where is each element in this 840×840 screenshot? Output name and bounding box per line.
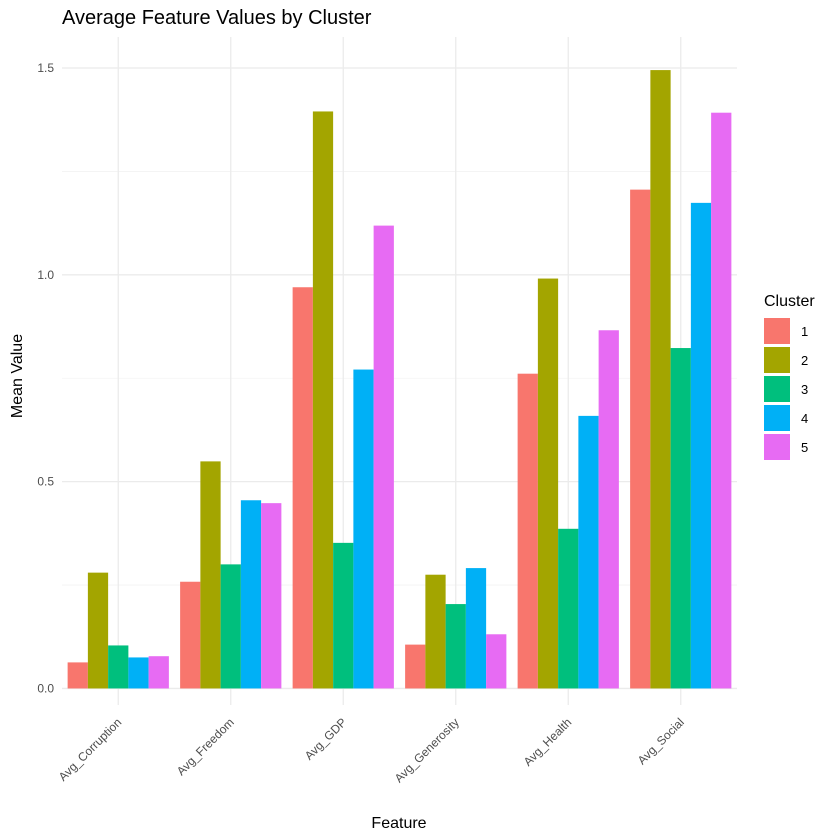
bar: [670, 348, 691, 689]
legend-title: Cluster: [764, 293, 815, 310]
bar: [425, 574, 446, 689]
x-tick-label: Avg_Social: [635, 715, 687, 767]
x-axis-title: Feature: [371, 815, 426, 832]
y-axis-title: Mean Value: [9, 334, 26, 418]
legend-label: 5: [801, 440, 808, 455]
x-tick-label: Avg_Corruption: [56, 715, 125, 784]
legend-label: 3: [801, 382, 808, 397]
bar: [486, 634, 507, 689]
x-tick-label: Avg_Health: [521, 715, 575, 769]
bar: [373, 225, 394, 689]
bar: [200, 461, 221, 689]
bar: [537, 278, 559, 689]
bar: [353, 369, 374, 689]
bar: [517, 373, 538, 689]
bar: [445, 604, 466, 689]
bars: [67, 70, 732, 689]
legend-key: [764, 347, 790, 373]
legend-key: [764, 376, 790, 402]
chart-title: Average Feature Values by Cluster: [62, 7, 372, 29]
y-tick-label: 0.0: [37, 681, 54, 695]
bar: [333, 542, 354, 689]
bar: [87, 572, 109, 689]
bar: [67, 662, 88, 689]
legend: Cluster 1 2 3 4 5: [764, 293, 815, 460]
bar: [180, 581, 201, 689]
bar: [292, 287, 313, 689]
bar: [650, 70, 671, 689]
bar: [630, 189, 651, 689]
y-tick-label: 1.0: [37, 268, 54, 282]
bar: [465, 568, 487, 689]
legend-label: 1: [801, 324, 808, 339]
x-axis-ticks: Avg_Corruption Avg_Freedom Avg_GDP Avg_Gene…: [56, 715, 687, 785]
bar: [128, 657, 149, 689]
legend-label: 2: [801, 353, 808, 368]
bar: [220, 564, 241, 689]
bar: [690, 202, 712, 689]
bar: [108, 645, 129, 689]
bar: [711, 112, 732, 689]
bar: [405, 644, 426, 689]
y-tick-label: 0.5: [37, 475, 54, 489]
bar: [558, 528, 579, 689]
legend-label: 4: [801, 411, 808, 426]
y-axis-ticks: 0.0 0.5 1.0 1.5: [37, 61, 54, 695]
bar: [312, 111, 334, 689]
bar: [261, 503, 282, 689]
x-tick-label: Avg_Freedom: [174, 715, 237, 778]
bar: [578, 415, 599, 689]
legend-key: [764, 318, 790, 344]
bar: [598, 330, 619, 689]
x-tick-label: Avg_GDP: [302, 715, 349, 762]
bar: [240, 500, 262, 689]
legend-key: [764, 434, 790, 460]
legend-key: [764, 405, 790, 431]
y-tick-label: 1.5: [37, 61, 54, 75]
bar: [148, 656, 169, 689]
x-tick-label: Avg_Generosity: [392, 715, 462, 785]
